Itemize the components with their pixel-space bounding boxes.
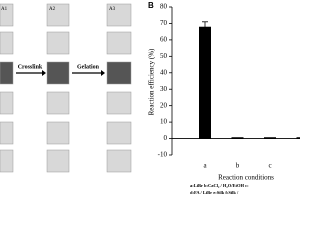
y-tick-label: 70 — [160, 19, 168, 27]
photo — [106, 3, 132, 27]
photo — [46, 61, 70, 85]
photo — [0, 61, 14, 85]
y-tick-label: 40 — [160, 68, 168, 76]
photo-label: A3 — [109, 7, 116, 12]
arrows: Crosslink Gelation — [16, 64, 105, 76]
photo — [0, 91, 14, 115]
y-tick-label: 30 — [160, 85, 168, 93]
arrow-label: Crosslink — [18, 64, 43, 70]
photo — [106, 91, 132, 115]
photo — [106, 121, 132, 145]
photo — [106, 149, 132, 173]
photo — [106, 31, 132, 55]
note: a:LiBr b:CaCl₂ / H₂O/EtOH c: — [190, 183, 249, 188]
y-tick-label: 0 — [164, 134, 168, 142]
photo — [0, 121, 14, 145]
x-tick-label: b — [236, 162, 240, 170]
x-axis-label: Reaction conditions — [218, 174, 274, 182]
arrow-head — [42, 70, 46, 76]
x-tick-label: c — [268, 162, 271, 170]
arrow-label: Gelation — [77, 64, 100, 70]
photo — [0, 31, 14, 55]
y-tick-label: 10 — [160, 118, 168, 126]
photo-label: A2 — [49, 7, 56, 12]
y-tick-label: -10 — [158, 151, 168, 159]
bar — [296, 137, 300, 139]
figure: A2 A3 A1 Crosslink Gelation B Reaction e… — [0, 1, 300, 195]
panel-label: B — [148, 1, 154, 10]
bar — [231, 137, 244, 139]
photo-grid: A2 A3 A1 — [0, 3, 132, 173]
bar — [199, 26, 211, 139]
note: d:FA / LiBr e:Silk f:Silk / — [190, 190, 239, 195]
y-tick-label: 60 — [160, 35, 168, 43]
y-tick-label: 50 — [160, 52, 168, 60]
y-tick-label: 80 — [160, 3, 168, 11]
bar — [264, 137, 276, 139]
arrow-head — [101, 70, 105, 76]
photo — [0, 149, 14, 173]
photo — [46, 149, 70, 173]
photo — [46, 3, 70, 27]
photo — [46, 31, 70, 55]
photo — [106, 61, 132, 85]
photo-label: A1 — [1, 7, 8, 12]
y-tick-label: 20 — [160, 101, 168, 109]
photo — [46, 121, 70, 145]
photo — [46, 91, 70, 115]
x-tick-label: a — [203, 162, 207, 170]
photo — [0, 3, 14, 27]
y-axis-label: Reaction efficiency (%) — [148, 48, 156, 115]
